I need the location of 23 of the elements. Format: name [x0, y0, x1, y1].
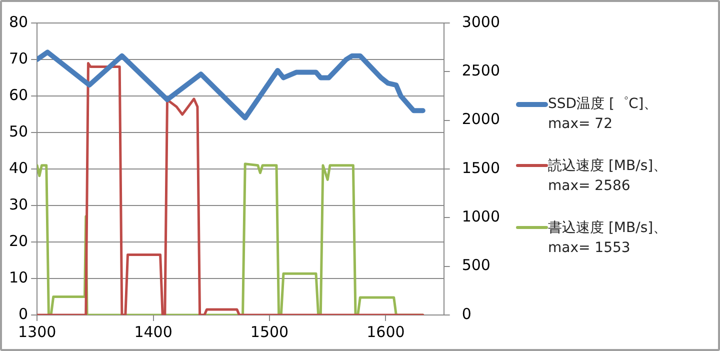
x-tick-label: 1600: [366, 322, 405, 341]
y-tick-label: 40: [8, 158, 28, 177]
y2-tick-label: 2500: [462, 62, 500, 80]
y-tick-label: 60: [8, 86, 28, 104]
y-tick-label: 20: [8, 232, 28, 250]
y2-tick-label: 2000: [462, 110, 500, 128]
y-tick-label: 10: [8, 268, 28, 286]
x-tick-label: 1300: [18, 322, 56, 341]
y-tick-label: 0: [18, 304, 28, 323]
y2-tick-label: 1000: [462, 208, 500, 226]
y-tick-label: 50: [8, 122, 28, 140]
y-tick-label: 70: [8, 49, 28, 68]
y2-tick-label: 0: [462, 304, 472, 323]
y2-tick-label: 500: [462, 256, 490, 274]
x-tick-label: 1400: [134, 322, 172, 341]
y-tick-label: 80: [8, 12, 28, 31]
legend-label: 書込速度 [MB/s]、 max= 1553: [548, 218, 668, 258]
y2-tick-label: 1500: [462, 158, 500, 177]
y-tick-label: 30: [8, 195, 28, 214]
legend-label: 読込速度 [MB/s]、 max= 2586: [548, 156, 668, 196]
legend-label: SSD温度 [゜C]、max= 72: [548, 94, 659, 134]
x-tick-label: 1500: [250, 322, 289, 341]
y2-tick-label: 3000: [462, 12, 500, 31]
